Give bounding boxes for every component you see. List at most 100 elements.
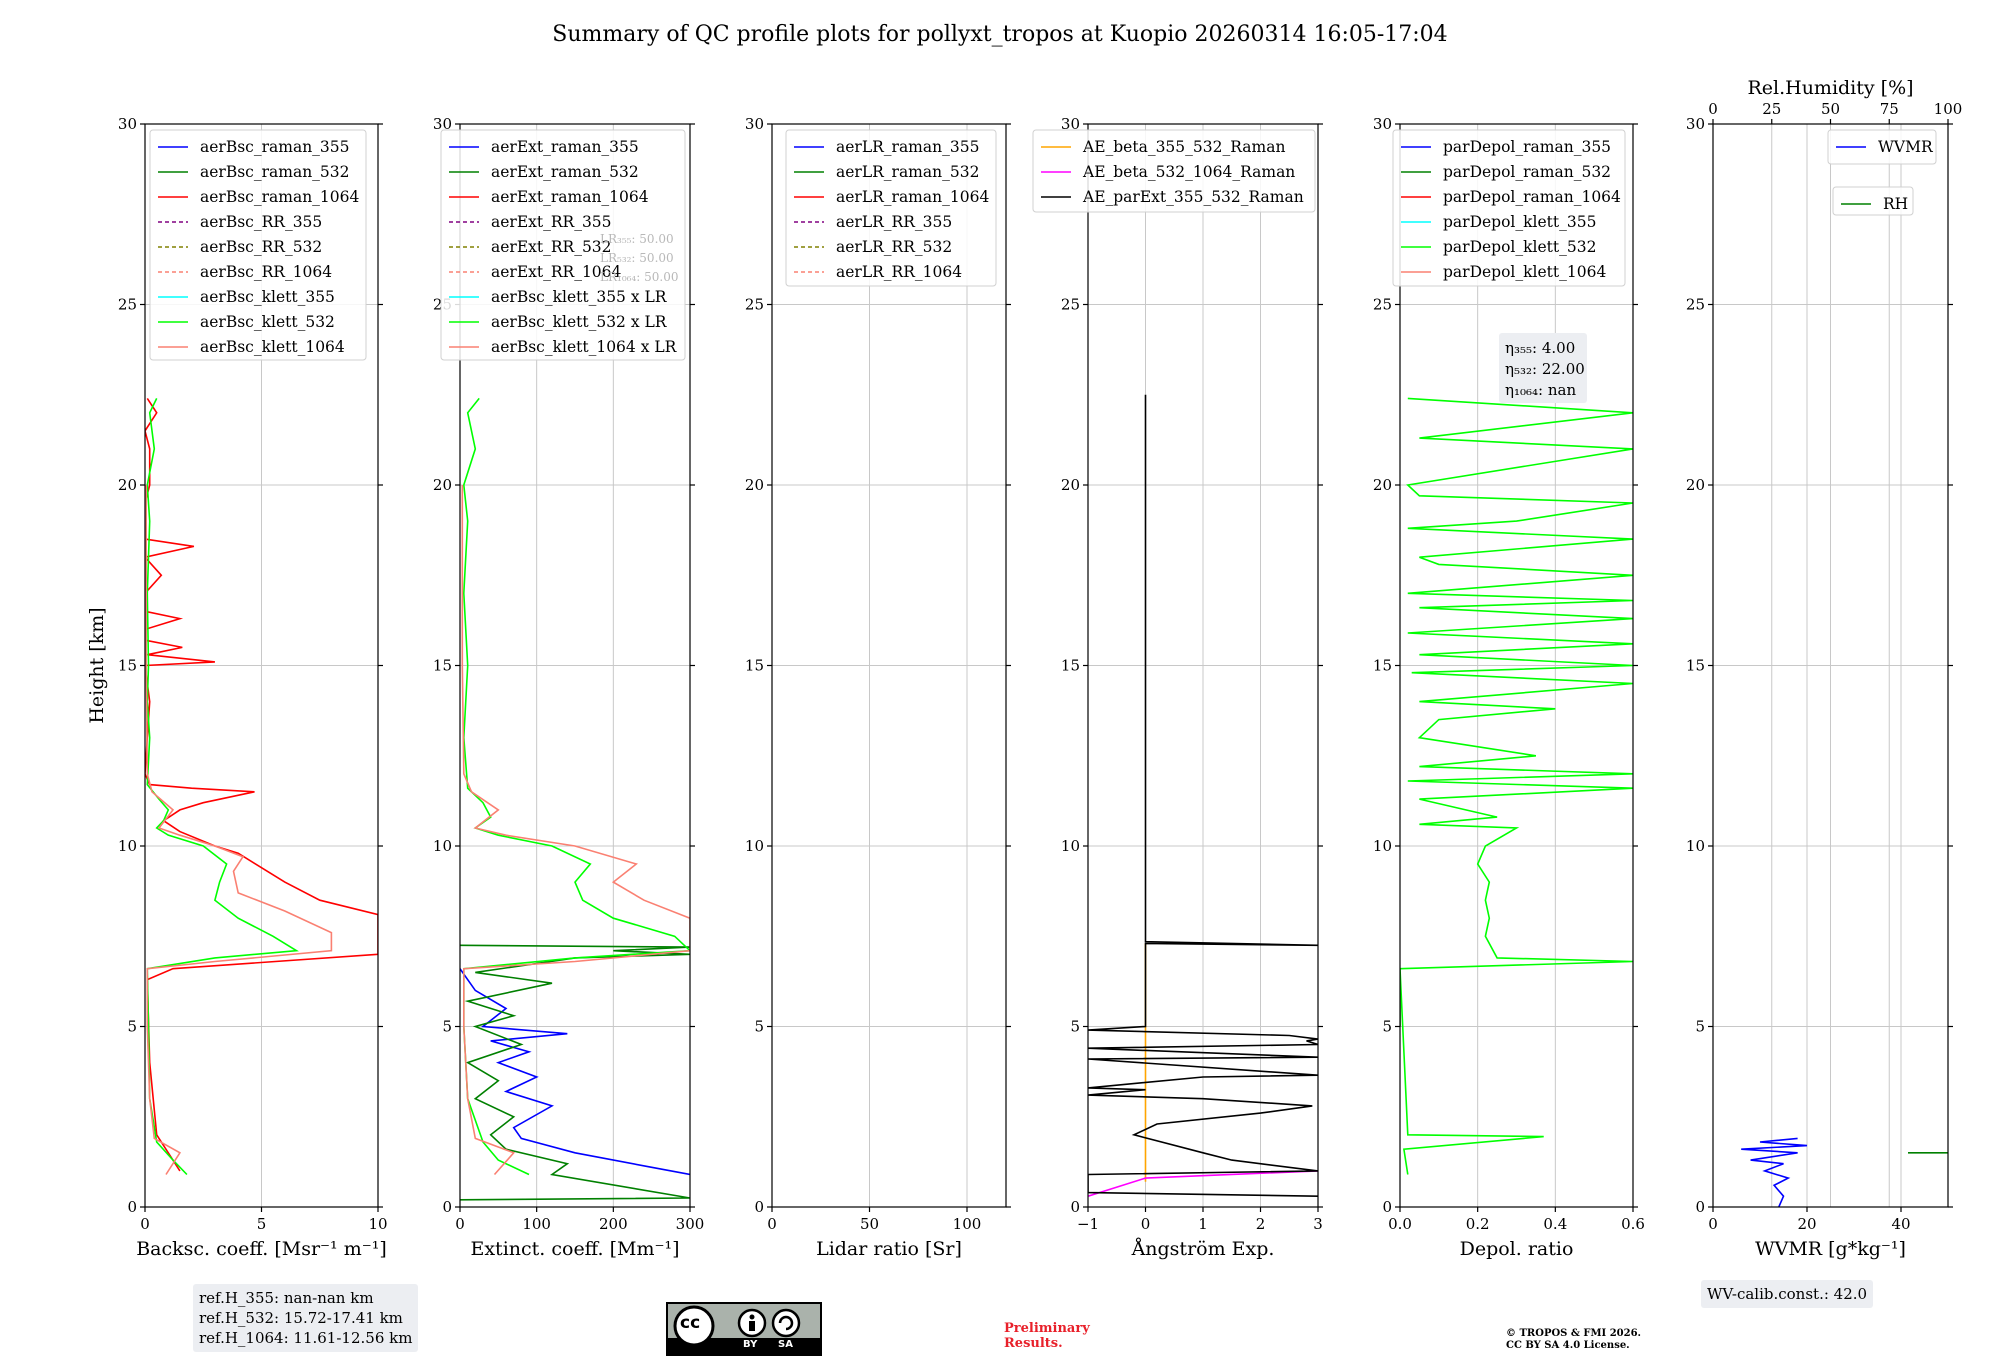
x-axis-label: WVMR [g*kg⁻¹] xyxy=(1755,1238,1906,1260)
legend-entry: aerBsc_raman_355 xyxy=(200,138,350,156)
y-axis-label: Height [km] xyxy=(86,607,108,723)
legend: AE_beta_355_532_Raman AE_beta_532_1064_Ra… xyxy=(1032,129,1316,213)
y-tick-label: 0 xyxy=(442,1198,452,1216)
legend-entry: aerLR_raman_355 xyxy=(836,138,979,156)
legend-entry: parDepol_raman_1064 xyxy=(1443,188,1621,206)
by-text: BY xyxy=(743,1339,758,1350)
y-tick-label: 5 xyxy=(1382,1018,1392,1036)
x-axis-label: Extinct. coeff. [Mm⁻¹] xyxy=(470,1238,679,1260)
eta-value: η₅₃₂: 22.00 xyxy=(1505,360,1585,378)
legend-box xyxy=(1827,129,1937,165)
top-x-tick-label: 100 xyxy=(1934,100,1963,118)
sa-sharealike-icon xyxy=(771,1308,801,1338)
copyright-line-2: CC BY SA 4.0 License. xyxy=(1506,1340,1630,1351)
top-x-tick-label: 25 xyxy=(1762,100,1781,118)
legend-entry: parDepol_raman_355 xyxy=(1443,138,1611,156)
y-tick-label: 30 xyxy=(1686,115,1705,133)
ref-height-1064: ref.H_1064: 11.61-12.56 km xyxy=(199,1329,413,1347)
chart-panel-bsc: 0 5 10 15 20 25 30 0 5 10 Backsc. coeff. [Msr⁻¹ m⁻… xyxy=(86,115,388,1260)
x-tick-label: 2 xyxy=(1256,1215,1266,1233)
eta-value: η₃₅₅: 4.00 xyxy=(1505,339,1575,357)
chart-panel-depol: 0 5 10 15 20 25 30 0.0 0.2 0.4 0.6 Depol. ratio parD… xyxy=(1373,115,1645,1260)
legend-box xyxy=(149,129,367,361)
y-tick-label: 5 xyxy=(442,1018,452,1036)
y-tick-label: 5 xyxy=(1695,1018,1705,1036)
lidar-ratio-note: LR₁₀₆₄: 50.00 xyxy=(600,270,678,284)
x-tick-label: 200 xyxy=(599,1215,628,1233)
y-tick-label: 30 xyxy=(1373,115,1392,133)
y-tick-label: 15 xyxy=(118,657,137,675)
x-tick-label: 0 xyxy=(767,1215,777,1233)
legend-entry: aerBsc_klett_1064 x LR xyxy=(491,338,678,356)
preliminary-results-note: Preliminary Results. xyxy=(1004,1321,1090,1351)
legend-entry: aerLR_RR_355 xyxy=(836,213,952,231)
y-tick-label: 15 xyxy=(433,657,452,675)
legend-entry: parDepol_klett_1064 xyxy=(1443,263,1606,281)
x-tick-label: 0 xyxy=(1708,1215,1718,1233)
series-line-parDepol_klett_532 xyxy=(1400,397,1633,1175)
legend-box xyxy=(785,129,997,287)
legend-entry: RH xyxy=(1883,195,1908,213)
series-line-AE_parExt_355_532_Raman xyxy=(1088,394,1318,1197)
y-tick-label: 20 xyxy=(433,476,452,494)
figure-title: Summary of QC profile plots for pollyxt_… xyxy=(552,22,1448,47)
y-tick-label: 5 xyxy=(754,1018,764,1036)
legend-entry: aerBsc_klett_532 x LR xyxy=(491,313,668,331)
top-x-axis-label: Rel.Humidity [%] xyxy=(1747,77,1913,99)
x-tick-label: 0.0 xyxy=(1388,1215,1412,1233)
legend-entry: aerBsc_klett_532 xyxy=(200,313,335,331)
y-tick-label: 20 xyxy=(1686,476,1705,494)
sa-text: SA xyxy=(778,1339,793,1350)
legend: aerLR_raman_355 aerLR_raman_532 aerLR_rama… xyxy=(785,129,997,287)
legend-box xyxy=(1032,129,1316,213)
wv-calib-const: WV-calib.const.: 42.0 xyxy=(1707,1285,1868,1303)
y-tick-label: 25 xyxy=(1061,296,1080,314)
y-tick-label: 5 xyxy=(127,1018,137,1036)
legend-entry: parDepol_klett_355 xyxy=(1443,213,1596,231)
legend-entry: aerExt_raman_532 xyxy=(491,163,639,181)
top-x-tick-label: 75 xyxy=(1880,100,1899,118)
y-tick-label: 0 xyxy=(1070,1198,1080,1216)
x-tick-label: 0.6 xyxy=(1621,1215,1645,1233)
legend-entry: aerExt_RR_355 xyxy=(491,213,612,231)
x-axis-label: Ångström Exp. xyxy=(1131,1238,1275,1260)
legend-box xyxy=(1832,186,1914,216)
legend-entry: aerBsc_raman_1064 xyxy=(200,188,360,206)
legend-entry: aerBsc_klett_355 xyxy=(200,288,335,306)
series-line-aerBsc_klett_1064 xyxy=(145,485,333,1175)
y-tick-label: 20 xyxy=(1373,476,1392,494)
legend-entry: AE_parExt_355_532_Raman xyxy=(1082,188,1304,206)
x-axis-label: Depol. ratio xyxy=(1460,1238,1574,1260)
y-tick-label: 5 xyxy=(1070,1018,1080,1036)
top-x-tick-label: 0 xyxy=(1708,100,1718,118)
y-tick-label: 0 xyxy=(1695,1198,1705,1216)
legend-entry: aerLR_raman_1064 xyxy=(836,188,989,206)
cc-by-sa-license-badge: cc BY SA xyxy=(666,1302,822,1356)
x-tick-label: 3 xyxy=(1313,1215,1323,1233)
top-x-tick-label: 50 xyxy=(1821,100,1840,118)
series-line-aerBsc_klett_532 x LR xyxy=(462,397,690,1176)
y-tick-label: 20 xyxy=(1061,476,1080,494)
legend-entry: aerBsc_RR_1064 xyxy=(200,263,332,281)
y-tick-label: 20 xyxy=(745,476,764,494)
series-line-aerBsc_klett_1064 x LR xyxy=(461,485,690,1176)
legend: aerBsc_raman_355 aerBsc_raman_532 aerBsc_r… xyxy=(149,129,367,361)
y-tick-label: 25 xyxy=(745,296,764,314)
y-tick-label: 10 xyxy=(1061,837,1080,855)
legend-entry: WVMR xyxy=(1878,138,1934,156)
legend-entry: AE_beta_532_1064_Raman xyxy=(1082,163,1295,181)
y-tick-label: 10 xyxy=(1686,837,1705,855)
legend: WVMR xyxy=(1827,129,1937,165)
x-tick-label: 20 xyxy=(1797,1215,1816,1233)
y-tick-label: 15 xyxy=(1686,657,1705,675)
x-tick-label: 100 xyxy=(522,1215,551,1233)
legend-entry: aerExt_RR_1064 xyxy=(491,263,622,281)
series-line-WVMR xyxy=(1741,1137,1808,1207)
x-tick-label: 5 xyxy=(257,1215,267,1233)
legend: parDepol_raman_355 parDepol_raman_532 parD… xyxy=(1392,129,1626,287)
y-tick-label: 30 xyxy=(745,115,764,133)
copyright-note: © TROPOS & FMI 2026. CC BY SA 4.0 Licens… xyxy=(1506,1328,1641,1352)
